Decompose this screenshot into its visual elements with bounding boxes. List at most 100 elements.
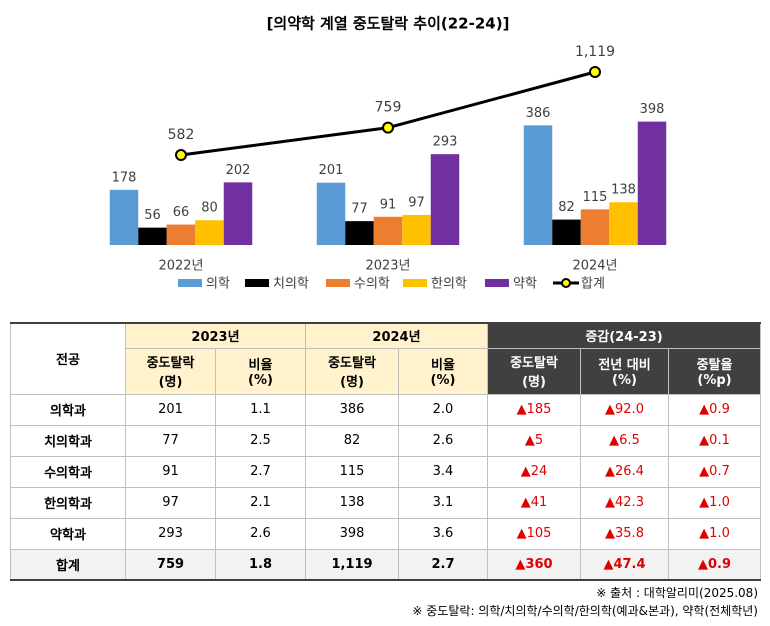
table-cell: 2.0 — [398, 393, 488, 426]
table-row: 수의학과 91 2.7 115 3.4 ▲24 ▲26.4 ▲0.7 — [10, 455, 762, 488]
bar — [523, 125, 553, 245]
table-cell: ▲1.0 — [667, 517, 762, 550]
line-label: 582 — [168, 127, 195, 143]
bar — [109, 189, 139, 245]
column-header: 비율 (%) — [215, 347, 306, 395]
table-cell: ▲41 — [487, 486, 581, 519]
line-label: 759 — [375, 100, 402, 116]
table-row: 약학과 293 2.6 398 3.6 ▲105 ▲35.8 ▲1.0 — [10, 517, 762, 550]
data-label: 97 — [408, 195, 425, 210]
table-cell: ▲1.0 — [667, 486, 762, 519]
row-header: 수의학과 — [10, 455, 126, 488]
data-label: 201 — [319, 163, 344, 178]
data-label: 115 — [583, 190, 608, 205]
column-header: 전년 대비 (%) — [580, 347, 669, 395]
table-cell: 2.7 — [398, 548, 488, 581]
data-label: 80 — [201, 201, 218, 216]
table-cell: ▲5 — [487, 424, 581, 457]
x-tick-label: 2022년 — [158, 259, 203, 274]
bar — [316, 182, 346, 245]
table-cell: 201 — [125, 393, 216, 426]
legend-label: 수의학 — [354, 277, 390, 292]
table-row: 전공 2023년 2024년 증감(24-23) — [10, 322, 762, 395]
source-note: ※ 출처 : 대학알리미(2025.08) — [596, 586, 758, 600]
legend-swatch — [326, 279, 350, 287]
table-cell: 3.4 — [398, 455, 488, 488]
column-header: 중탈율 (%p) — [667, 347, 762, 395]
data-label: 66 — [173, 205, 190, 220]
row-header: 합계 — [10, 548, 126, 581]
table-cell: 138 — [305, 486, 399, 519]
column-header: 중도탈락 (명) — [125, 347, 216, 395]
row-header: 한의학과 — [10, 486, 126, 519]
table-row: 의학과 201 1.1 386 2.0 ▲185 ▲92.0 ▲0.9 — [10, 393, 762, 426]
legend-label: 치의학 — [273, 277, 309, 292]
table-cell: 1,119 — [305, 548, 399, 581]
bar — [430, 154, 460, 245]
table-cell: ▲42.3 — [580, 486, 669, 519]
data-label: 293 — [433, 135, 458, 150]
bar — [138, 227, 167, 245]
group-header: 증감(24-23) — [486, 322, 762, 349]
bar — [223, 182, 253, 245]
table-cell: ▲0.9 — [667, 393, 762, 426]
table-cell: ▲24 — [487, 455, 581, 488]
legend-swatch — [245, 279, 269, 287]
table-cell: 3.1 — [398, 486, 488, 519]
table-cell: 77 — [125, 424, 216, 457]
table-cell: 97 — [125, 486, 216, 519]
data-label: 82 — [558, 200, 575, 215]
table-cell: ▲92.0 — [580, 393, 669, 426]
legend-swatch — [485, 279, 509, 287]
data-label: 386 — [526, 106, 551, 121]
data-label: 56 — [144, 208, 161, 223]
table-row: 한의학과 97 2.1 138 3.1 ▲41 ▲42.3 ▲1.0 — [10, 486, 762, 519]
group-header: 2023년 — [125, 322, 306, 349]
chart: [의약학 계열 중도탈락 추이(22-24)] 2022년 178 56 66 80 20… — [109, 15, 667, 292]
definition-note: ※ 중도탈락: 의학/치의학/수의학/한의학(예과&본과), 약학(전체학년) — [412, 604, 758, 618]
table-cell: 2.6 — [215, 517, 306, 550]
line-label: 1,119 — [575, 44, 615, 60]
data-table: 전공 2023년 2024년 증감(24-23) 중도탈락 (명) 비율 (%) 중도탈락 … — [10, 322, 762, 581]
row-header: 치의학과 — [10, 424, 126, 457]
table-cell: 293 — [125, 517, 216, 550]
table-cell: 2.5 — [215, 424, 306, 457]
bar — [552, 219, 581, 245]
table-row: 치의학과 77 2.5 82 2.6 ▲5 ▲6.5 ▲0.1 — [10, 424, 762, 457]
table-row: 합계 759 1.8 1,119 2.7 ▲360 ▲47.4 ▲0.9 — [10, 548, 762, 581]
row-header: 약학과 — [10, 517, 126, 550]
chart-title: [의약학 계열 중도탈락 추이(22-24)] — [267, 15, 510, 33]
table-cell: 115 — [305, 455, 399, 488]
bar — [609, 202, 638, 245]
data-label: 398 — [640, 102, 665, 117]
group-header: 2024년 — [305, 322, 488, 349]
table-cell: 1.1 — [215, 393, 306, 426]
bar — [402, 214, 431, 245]
table-cell: 2.6 — [398, 424, 488, 457]
legend-label: 의학 — [206, 277, 230, 292]
table-cell: 2.1 — [215, 486, 306, 519]
table-cell: 386 — [305, 393, 399, 426]
bar — [345, 221, 374, 245]
legend-swatch — [178, 279, 202, 287]
data-label: 91 — [380, 197, 397, 212]
data-label: 202 — [226, 163, 251, 178]
line-marker — [589, 66, 601, 79]
table-cell: 1.8 — [215, 548, 306, 581]
data-label: 178 — [112, 170, 137, 185]
corner-header: 전공 — [10, 322, 126, 395]
table-cell: ▲35.8 — [580, 517, 669, 550]
x-tick-label: 2024년 — [572, 259, 617, 274]
table-row: 중도탈락 (명) 비율 (%) 중도탈락 (명) 비율 (%) 중도탈락 (명) 전년 대… — [11, 347, 762, 395]
legend-label: 합계 — [581, 277, 605, 292]
legend-marker — [561, 278, 571, 288]
table-cell: ▲0.1 — [667, 424, 762, 457]
table-cell: 91 — [125, 455, 216, 488]
x-tick-label: 2023년 — [365, 259, 410, 274]
legend-label: 한의학 — [431, 277, 467, 292]
table-cell: ▲105 — [487, 517, 581, 550]
column-header: 중도탈락 (명) — [305, 347, 399, 395]
data-label: 138 — [611, 183, 636, 198]
bar — [580, 209, 610, 245]
